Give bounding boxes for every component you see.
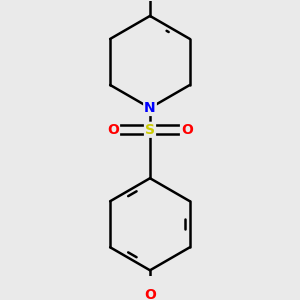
Text: O: O [144, 287, 156, 300]
Text: N: N [144, 101, 156, 115]
Text: O: O [107, 123, 119, 137]
Text: O: O [181, 123, 193, 137]
Text: S: S [145, 123, 155, 137]
